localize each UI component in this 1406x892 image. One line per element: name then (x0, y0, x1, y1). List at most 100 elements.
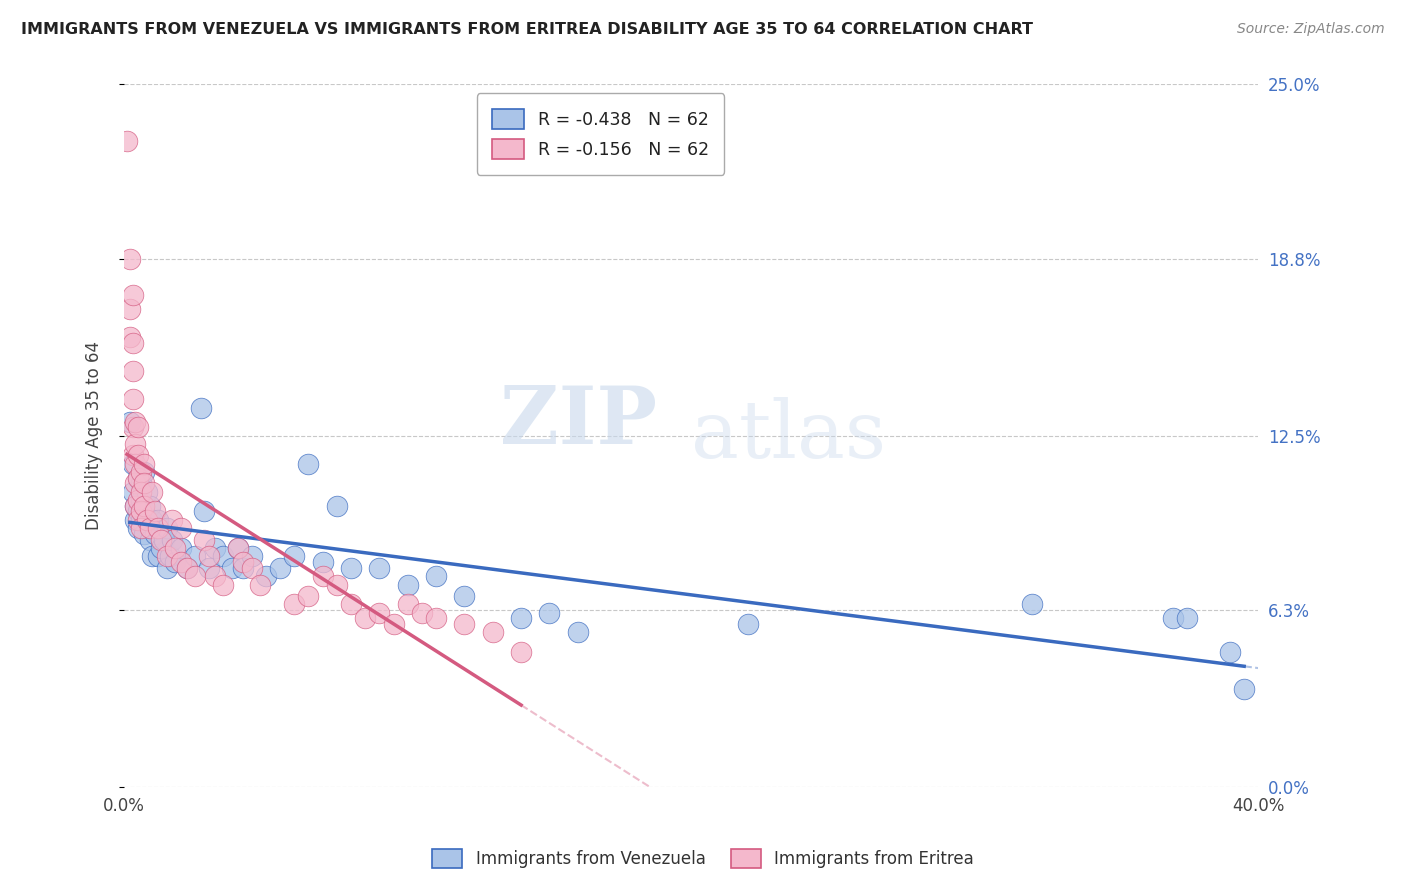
Point (198, 560, 221, 574)
Point (240, 560, 263, 574)
Point (146, 513, 169, 527)
Point (283, 549, 305, 564)
Point (254, 569, 277, 583)
Legend: R = -0.438   N = 62, R = -0.156   N = 62: R = -0.438 N = 62, R = -0.156 N = 62 (477, 93, 724, 175)
Point (135, 513, 157, 527)
Point (129, 513, 152, 527)
Point (176, 560, 198, 574)
Point (150, 541, 173, 555)
Point (124, 476, 146, 491)
Point (129, 465, 152, 479)
Point (165, 555, 187, 569)
Point (143, 504, 166, 518)
Point (340, 560, 363, 574)
Point (129, 504, 152, 518)
Point (538, 606, 561, 620)
Point (297, 589, 319, 603)
Point (127, 471, 149, 485)
Point (396, 597, 419, 611)
Text: ZIP: ZIP (501, 383, 657, 460)
Point (411, 606, 433, 620)
Point (311, 555, 333, 569)
Point (127, 448, 149, 462)
Point (124, 457, 146, 471)
Point (138, 533, 160, 547)
Point (129, 484, 152, 499)
Text: Source: ZipAtlas.com: Source: ZipAtlas.com (1237, 22, 1385, 37)
Point (121, 364, 143, 378)
Point (124, 499, 146, 513)
Point (193, 533, 215, 547)
Point (382, 616, 405, 631)
Point (232, 560, 254, 574)
Point (354, 611, 377, 625)
Point (162, 513, 184, 527)
Point (425, 569, 447, 583)
Point (141, 484, 163, 499)
Point (135, 513, 157, 527)
Point (135, 484, 157, 499)
Point (156, 549, 179, 564)
Point (138, 499, 160, 513)
Point (170, 521, 193, 535)
Point (156, 560, 179, 574)
Point (1021, 597, 1043, 611)
Point (121, 448, 143, 462)
Point (146, 521, 169, 535)
Point (170, 555, 193, 569)
Point (232, 555, 254, 569)
Point (127, 420, 149, 434)
Point (118, 302, 141, 317)
Point (1161, 611, 1184, 625)
Point (204, 541, 226, 555)
Y-axis label: Disability Age 35 to 64: Disability Age 35 to 64 (86, 341, 103, 530)
Point (132, 465, 155, 479)
Point (159, 549, 181, 564)
Point (141, 513, 163, 527)
Point (124, 499, 146, 513)
Point (190, 401, 212, 415)
Point (368, 606, 391, 620)
Text: IMMIGRANTS FROM VENEZUELA VS IMMIGRANTS FROM ERITREA DISABILITY AGE 35 TO 64 COR: IMMIGRANTS FROM VENEZUELA VS IMMIGRANTS … (21, 22, 1033, 37)
Point (153, 533, 176, 547)
Point (121, 288, 143, 302)
Point (184, 569, 207, 583)
Point (129, 521, 152, 535)
Point (326, 577, 349, 591)
Point (368, 560, 391, 574)
Point (425, 611, 447, 625)
Point (1177, 611, 1199, 625)
Point (143, 527, 166, 541)
Point (127, 504, 149, 518)
Point (118, 252, 141, 266)
Point (226, 541, 249, 555)
Point (1233, 681, 1256, 696)
Point (311, 569, 333, 583)
Point (1219, 645, 1241, 659)
Text: atlas: atlas (692, 397, 886, 475)
Point (156, 521, 179, 535)
Point (176, 560, 198, 574)
Point (127, 513, 149, 527)
Point (269, 560, 291, 574)
Point (204, 569, 226, 583)
Point (396, 577, 419, 591)
Point (121, 420, 143, 434)
Point (510, 611, 533, 625)
Point (567, 625, 589, 640)
Point (226, 541, 249, 555)
Point (121, 335, 143, 350)
Point (198, 549, 221, 564)
Point (165, 541, 187, 555)
Point (118, 330, 141, 344)
Point (146, 549, 169, 564)
Legend: Immigrants from Venezuela, Immigrants from Eritrea: Immigrants from Venezuela, Immigrants fr… (426, 842, 980, 875)
Point (118, 415, 141, 429)
Point (481, 625, 503, 640)
Point (127, 521, 149, 535)
Point (453, 616, 475, 631)
Point (162, 533, 184, 547)
Point (138, 521, 160, 535)
Point (121, 484, 143, 499)
Point (297, 457, 319, 471)
